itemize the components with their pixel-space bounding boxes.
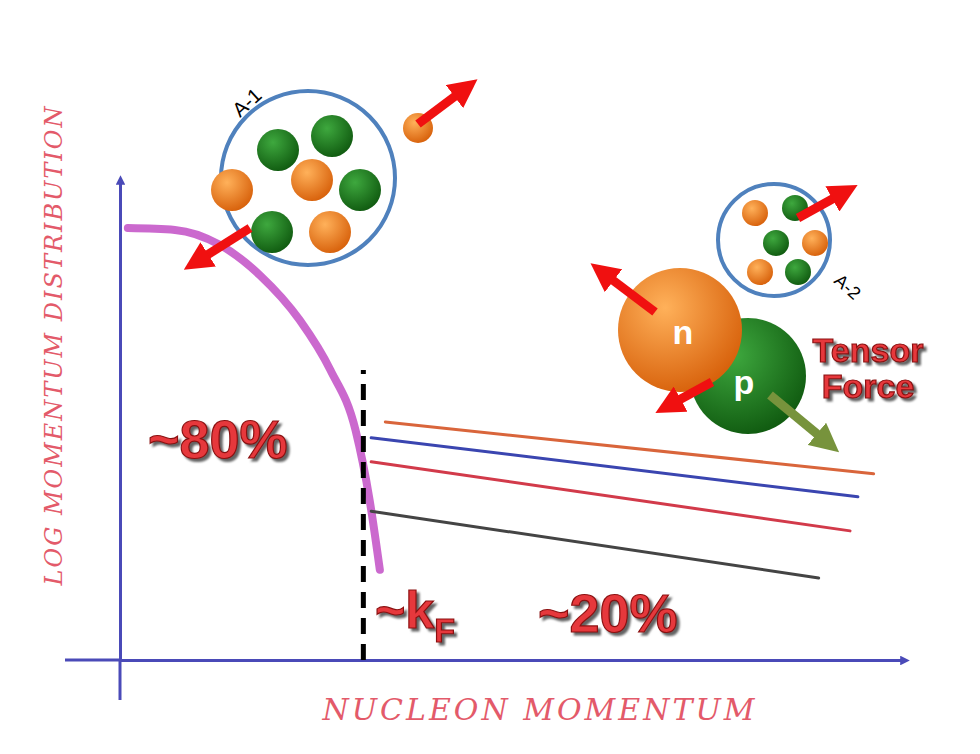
proton-ball	[785, 259, 811, 285]
x-axis	[120, 660, 905, 661]
axis-stub	[119, 660, 122, 700]
proton-ball	[251, 211, 293, 253]
arrow	[196, 228, 250, 262]
label-tensor-force-word: Tensor	[813, 331, 924, 369]
label-a-2: A-2	[830, 270, 864, 304]
axis-stub	[65, 659, 120, 662]
neutron-ball	[309, 211, 351, 253]
label-p: p	[734, 363, 755, 401]
label-tensor-force: TensorForce	[813, 331, 924, 405]
proton-ball	[339, 169, 381, 211]
annotation: ~80%	[148, 409, 288, 469]
nucleus-outline	[718, 184, 830, 296]
arrow	[798, 192, 845, 218]
arrow	[770, 395, 828, 443]
y-axis-line	[119, 180, 122, 660]
annotation: ~20%	[538, 583, 678, 643]
neutron-ball	[291, 159, 333, 201]
kf-label-subscript: F	[434, 611, 455, 649]
chart: NUCLEON MOMENTUM LOG MOMENTUM DISTRIBUTIO…	[0, 0, 980, 754]
neutron-ball	[742, 200, 768, 226]
arrow	[668, 382, 712, 406]
arrow	[602, 272, 655, 312]
neutron-ball	[747, 259, 773, 285]
x-axis-line	[120, 659, 905, 662]
x-axis-title: NUCLEON MOMENTUM	[322, 692, 758, 727]
proton-ball	[257, 129, 299, 171]
illustration: A-1 A-2 n p TensorForce	[196, 84, 923, 443]
y-axis-title: LOG MOMENTUM DISTRIBUTION	[40, 105, 68, 587]
series-line	[128, 228, 380, 570]
background	[0, 0, 980, 754]
proton-ball	[311, 115, 353, 157]
neutron-ball	[211, 169, 253, 211]
series-line	[371, 511, 818, 578]
neutron-ball	[618, 268, 742, 392]
label-n: n	[673, 313, 694, 351]
proton-ball	[763, 230, 789, 256]
series-line	[371, 438, 858, 497]
kf-line	[361, 370, 366, 660]
label-a-1: A-1	[228, 84, 266, 121]
arrow	[418, 88, 466, 124]
neutron-ball	[802, 230, 828, 256]
y-axis	[120, 180, 121, 660]
label-tensor-force-word: Force	[822, 367, 915, 405]
kf-label-main: ~k	[375, 581, 434, 639]
kf-label: ~kF	[375, 581, 455, 649]
